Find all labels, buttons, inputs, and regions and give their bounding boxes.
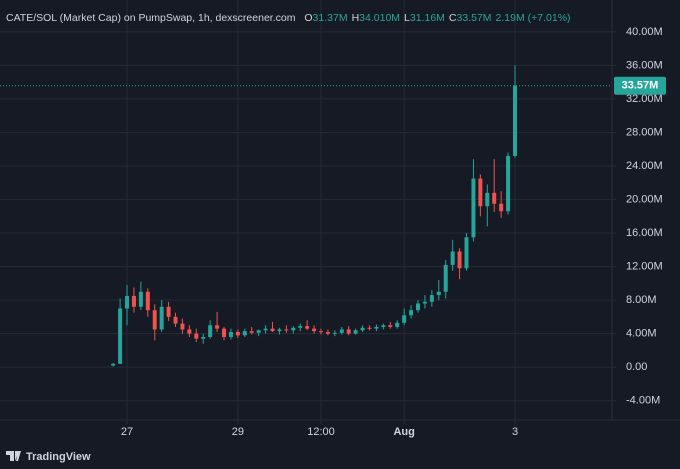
candle-body	[374, 326, 379, 329]
candle-body	[131, 295, 136, 307]
y-tick-label: 20.00M	[626, 193, 663, 205]
candle-body	[499, 203, 504, 212]
brand-logo: TradingView	[6, 451, 91, 463]
candle-body	[277, 329, 282, 332]
candle-body	[215, 325, 220, 329]
candle-body	[346, 329, 351, 334]
x-tick-label: Aug	[393, 426, 414, 438]
candle-body	[339, 329, 344, 333]
candle-body	[201, 337, 206, 339]
candle-body	[471, 178, 476, 238]
candle-body	[291, 327, 296, 331]
y-tick-label: 12.00M	[626, 260, 663, 272]
x-tick-label: 12:00	[307, 426, 335, 438]
candle-body	[228, 331, 233, 338]
candle-body	[457, 251, 462, 269]
last-price-label: 33.57M	[622, 80, 659, 92]
y-tick-label: 8.00M	[626, 294, 657, 306]
candle-body	[152, 310, 157, 330]
candle-body	[422, 301, 427, 304]
y-tick-label: 36.00M	[626, 59, 663, 71]
candle-body	[159, 306, 164, 330]
candle-body	[429, 295, 434, 302]
candle-body	[450, 251, 455, 265]
x-tick-label: 27	[121, 426, 133, 438]
candle-body	[270, 328, 275, 332]
candle-body	[443, 264, 448, 292]
candle-body	[319, 331, 324, 333]
header: CATE/SOL (Market Cap) on PumpSwap, 1h, d…	[6, 12, 571, 24]
candle-body	[360, 327, 365, 331]
candle-body	[416, 303, 421, 311]
candle-body	[187, 329, 192, 334]
candle-body	[436, 291, 441, 296]
chart-title: CATE/SOL (Market Cap) on PumpSwap, 1h, d…	[6, 12, 296, 24]
brand: TradingView	[26, 451, 91, 463]
candle-body	[284, 329, 289, 331]
candle-body	[325, 331, 330, 334]
y-tick-label: 40.00M	[626, 26, 663, 38]
candle-body	[256, 330, 261, 333]
x-tick-label: 3	[512, 426, 518, 438]
candle-body	[506, 155, 511, 212]
candle-body	[305, 326, 310, 329]
candle-body	[173, 316, 178, 324]
legend-value: 31.16M	[410, 12, 445, 24]
legend-value: 34.010M	[359, 12, 400, 24]
candle-body	[485, 192, 490, 207]
candle-body	[125, 295, 130, 309]
candle-body	[208, 325, 213, 338]
candle-body	[242, 331, 247, 336]
candle-body	[353, 330, 358, 334]
candle-body	[395, 322, 400, 327]
candle-body	[312, 328, 317, 332]
candle-body	[367, 327, 372, 329]
candle-body	[111, 363, 116, 366]
legend-value: 33.57M	[457, 12, 492, 24]
candle-body	[249, 331, 254, 333]
legend-change: 2.19M (+7.01%)	[496, 12, 571, 24]
candle-body	[402, 315, 407, 323]
x-tick-label: 29	[232, 426, 244, 438]
candle-body	[388, 325, 393, 327]
y-tick-label: 0.00	[626, 361, 647, 373]
y-tick-label: 24.00M	[626, 160, 663, 172]
candle-body	[222, 328, 227, 338]
candle-body	[118, 308, 123, 364]
candle-body	[194, 333, 199, 339]
candle-body	[409, 310, 414, 316]
y-tick-label: 4.00M	[626, 328, 657, 340]
candle-body	[478, 178, 483, 207]
grid	[0, 0, 612, 420]
candle-body	[332, 332, 337, 334]
candle-body	[138, 291, 143, 307]
candle-body	[263, 328, 268, 331]
y-tick-label: 16.00M	[626, 227, 663, 239]
y-tick-label: 32.00M	[626, 93, 663, 105]
candle-body	[492, 192, 497, 204]
logo-icon	[6, 451, 21, 461]
candle-body	[381, 325, 386, 327]
candle-body	[235, 331, 240, 336]
legend-key: C	[449, 12, 457, 24]
legend-value: 31.37M	[313, 12, 348, 24]
last-price-box	[614, 76, 666, 95]
legend-key: O	[304, 12, 312, 24]
y-tick-label: -4.00M	[626, 395, 660, 407]
candle-body	[180, 323, 185, 330]
legend-key: L	[404, 12, 410, 24]
y-tick-label: 28.00M	[626, 126, 663, 138]
candles	[111, 65, 518, 367]
candle-body	[166, 306, 171, 317]
candle-body	[298, 326, 303, 328]
candle-body	[513, 85, 518, 156]
candle-body	[145, 291, 150, 311]
legend-key: H	[352, 12, 360, 24]
candle-body	[464, 237, 469, 269]
